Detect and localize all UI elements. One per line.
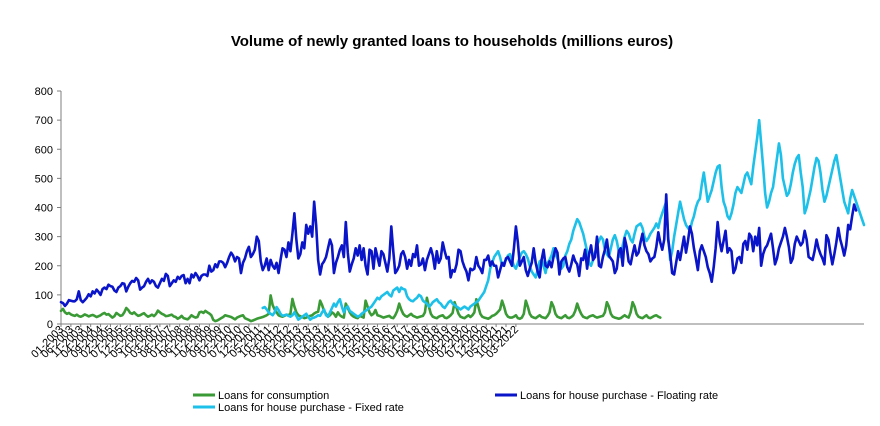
chart-title: Volume of newly granted loans to househo… [231,33,673,50]
y-tick-label: 600 [35,144,53,156]
y-tick-label: 200 [35,261,53,273]
y-tick-label: 700 [35,115,53,127]
y-tick-label: 300 [35,232,53,244]
axes: 010020030040050060070080001-200306-20031… [29,86,864,361]
y-tick-label: 400 [35,203,53,215]
y-tick-label: 800 [35,86,53,98]
series-layer [59,118,866,323]
legend-label-0: Loans for consumption [218,390,329,402]
legend: Loans for consumption Loans for house pur… [193,390,718,414]
series-line-2 [261,118,866,321]
y-tick-label: 500 [35,173,53,185]
series-line-1 [59,193,858,308]
series-line-0 [59,294,662,323]
y-tick-label: 0 [47,319,53,331]
legend-label-2: Loans for house purchase - Fixed rate [218,402,404,414]
y-tick-label: 100 [35,290,53,302]
legend-label-1: Loans for house purchase - Floating rate [520,390,718,402]
